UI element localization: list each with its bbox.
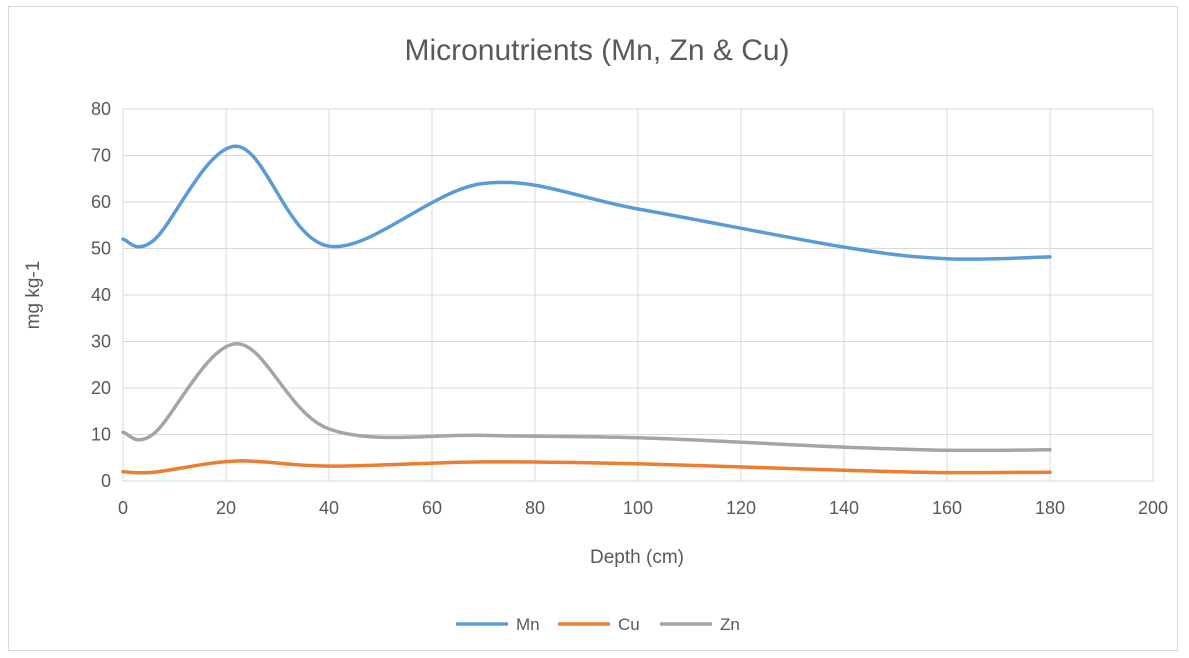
y-axis-ticks: 0 10 20 30 40 50 60 70 80 [91, 99, 111, 491]
legend-label-cu: Cu [618, 615, 640, 634]
y-tick-label: 10 [91, 425, 111, 445]
x-tick-label: 80 [525, 498, 545, 518]
y-tick-label: 20 [91, 378, 111, 398]
y-axis-label: mg kg-1 [23, 261, 44, 330]
y-tick-label: 60 [91, 192, 111, 212]
y-tick-label: 40 [91, 285, 111, 305]
x-axis-label: Depth (cm) [590, 547, 684, 568]
series-lines [121, 144, 1052, 475]
legend-label-mn: Mn [516, 615, 540, 634]
y-tick-label: 50 [91, 239, 111, 259]
x-tick-label: 140 [829, 498, 859, 518]
y-tick-label: 80 [91, 99, 111, 119]
x-tick-label: 160 [932, 498, 962, 518]
chart-frame [8, 6, 1178, 651]
x-tick-label: 60 [422, 498, 442, 518]
chart-title: Micronutrients (Mn, Zn & Cu) [404, 34, 789, 67]
series-line-zn [121, 342, 1052, 453]
gridlines [122, 108, 1154, 482]
x-tick-label: 0 [118, 498, 128, 518]
x-tick-label: 100 [623, 498, 653, 518]
x-tick-label: 200 [1138, 498, 1168, 518]
legend-label-zn: Zn [720, 615, 740, 634]
y-tick-label: 70 [91, 146, 111, 166]
series-line-mn [121, 144, 1052, 261]
x-tick-label: 120 [726, 498, 756, 518]
y-tick-label: 30 [91, 332, 111, 352]
legend: Mn Cu Zn [456, 615, 740, 634]
series-line-cu [121, 459, 1052, 475]
x-tick-label: 40 [319, 498, 339, 518]
y-tick-label: 0 [101, 471, 111, 491]
x-tick-label: 180 [1035, 498, 1065, 518]
x-axis-ticks: 0 20 40 60 80 100 120 140 160 180 200 [118, 498, 1168, 518]
x-tick-label: 20 [216, 498, 236, 518]
